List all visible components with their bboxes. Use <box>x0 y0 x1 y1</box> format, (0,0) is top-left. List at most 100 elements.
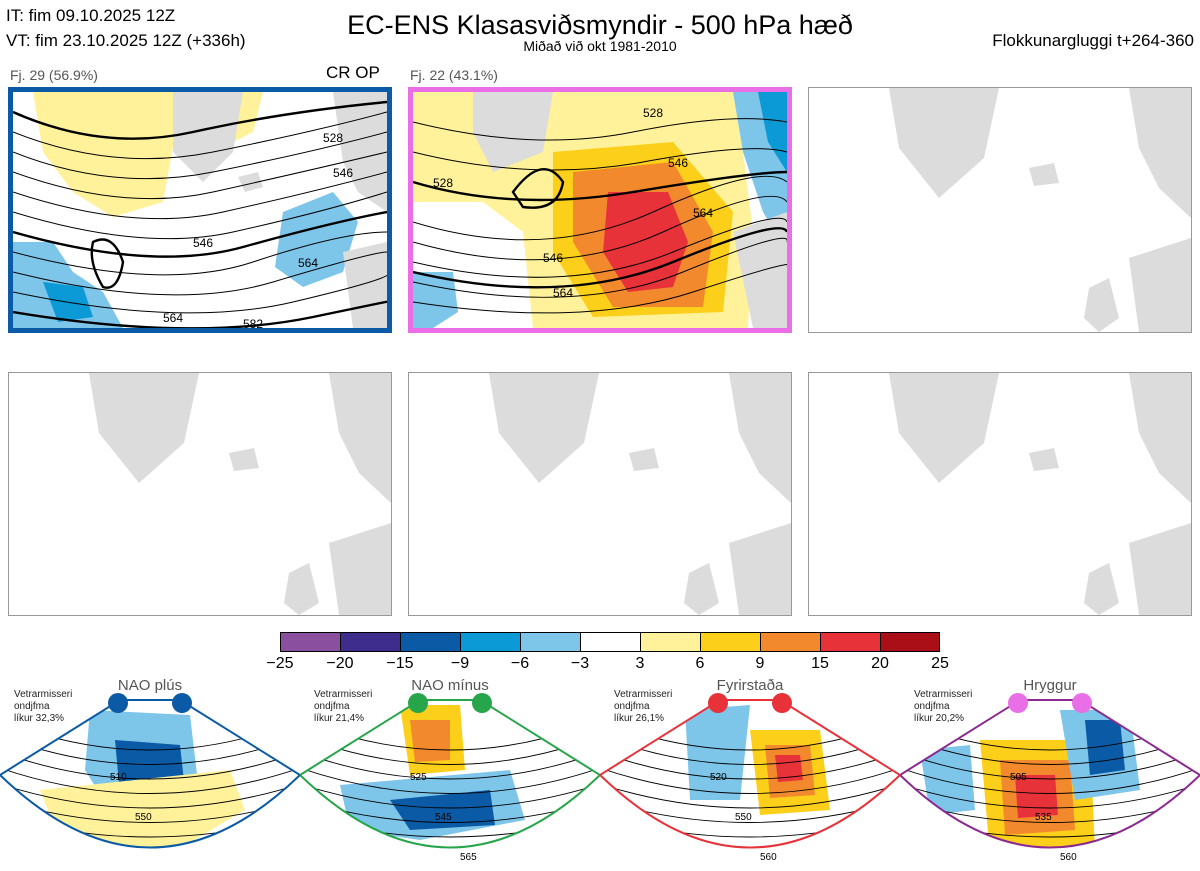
cluster-2-greenland <box>473 92 553 172</box>
colorbar-segment <box>400 632 460 652</box>
regime-dot-icon <box>1072 693 1092 713</box>
regime-contour <box>300 831 600 848</box>
regime-contour <box>0 751 300 780</box>
regime-contour-label: 505 <box>1010 772 1027 783</box>
initial-time: IT: fim 09.10.2025 12Z <box>6 6 176 25</box>
colorbar-segment <box>280 632 340 652</box>
page-subtitle: Miðað við okt 1981-2010 <box>523 38 677 54</box>
regime-frame <box>300 699 600 849</box>
cluster-1-contour-label: 564 <box>163 311 183 325</box>
regime-info: Vetrarmisseri ondjfma líkur 26,1% <box>614 689 672 725</box>
regime-contour <box>900 751 1200 780</box>
regime-dot-icon <box>772 693 792 713</box>
cluster-1-europe <box>343 242 387 328</box>
regime-contour <box>0 767 300 794</box>
colorbar-segment <box>520 632 580 652</box>
cluster-2-label: Fj. 22 (43.1%) <box>410 67 498 83</box>
empty-map-5 <box>408 372 792 616</box>
regime-map: 505 535 560 <box>900 699 1200 863</box>
colorbar-segment <box>760 632 820 652</box>
regime-contour <box>600 767 900 794</box>
regime-anomaly <box>685 705 750 800</box>
regime-contour-label: 525 <box>410 772 427 783</box>
colorbar-segment <box>340 632 400 652</box>
regime-info-line: Vetrarmisseri <box>914 689 973 700</box>
colorbar-tick-label: −15 <box>386 655 414 672</box>
regime-map: 525 545 565 <box>300 699 600 863</box>
regime-title: NAO mínus <box>411 677 489 694</box>
valid-time: VT: fim 23.10.2025 12Z (+336h) <box>6 31 246 50</box>
cluster-2-contour-label: 528 <box>643 106 663 120</box>
regime-info-line: líkur 21,4% <box>314 713 365 724</box>
cluster-2-map[interactable]: 528 528 546 546 564 564 <box>408 87 792 333</box>
colorbar-tick-label: 3 <box>635 655 645 672</box>
regime-info-line: ondjfma <box>314 701 350 712</box>
cluster-2-neg-anom-3 <box>413 272 458 328</box>
cluster-1-contour-label: 582 <box>243 317 263 328</box>
cluster-2-pos-anom-4 <box>603 192 688 292</box>
regime-anomaly <box>410 720 450 762</box>
regime-frame <box>900 699 1200 849</box>
cluster-1-tag: CR OP <box>326 63 380 82</box>
colorbar-segment <box>640 632 700 652</box>
cluster-2-contour-label: 564 <box>553 286 573 300</box>
regime-info: Vetrarmisseri ondjfma líkur 20,2% <box>914 689 972 725</box>
cluster-1-map[interactable]: 546 564 564 528 546 582 <box>8 87 392 333</box>
cluster-1-contour-label: 564 <box>298 256 318 270</box>
colorbar-tick-label: 9 <box>755 655 765 672</box>
regime-title: Fyrirstaða <box>716 677 784 694</box>
regime-contour-label: 535 <box>1035 812 1052 823</box>
colorbar-tick-label: 15 <box>811 655 829 672</box>
regime-info: Vetrarmisseri ondjfma líkur 21,4% <box>314 689 372 725</box>
colorbar-tick-label: −20 <box>326 655 354 672</box>
cluster-2-contour-label: 546 <box>543 251 563 265</box>
cluster-2-map-svg: 528 528 546 546 564 564 <box>413 92 787 328</box>
page-title: EC-ENS Klasasviðsmyndir - 500 hPa hæð <box>347 10 853 40</box>
regime-title: Hryggur <box>1023 677 1077 694</box>
regime-anomaly <box>1085 720 1125 775</box>
cluster-1-iceland <box>238 172 263 192</box>
cluster-2-contour-label: 546 <box>668 156 688 170</box>
regime-contour-label: 565 <box>460 852 477 863</box>
cluster-1-label: Fj. 29 (56.9%) <box>10 67 98 83</box>
regime-dot-icon <box>1008 693 1028 713</box>
colorbar-tick-label: −25 <box>266 655 294 672</box>
regime-dot-icon <box>708 693 728 713</box>
regime-contour-label: 550 <box>135 812 152 823</box>
regime-anomaly <box>390 790 495 830</box>
empty-map-6 <box>808 372 1192 616</box>
regime-frame <box>600 699 900 849</box>
regime-contour-label: 550 <box>735 812 752 823</box>
regime-contour <box>600 831 900 848</box>
classification-window: Flokkunargluggi t+264-360 <box>992 31 1194 50</box>
regime-dot-icon <box>172 693 192 713</box>
regime-contour-label: 510 <box>110 772 127 783</box>
regime-info-line: ondjfma <box>914 701 950 712</box>
colorbar-segment <box>880 632 940 652</box>
cluster-1-contour-label: 546 <box>333 166 353 180</box>
regime-info-line: ondjfma <box>614 701 650 712</box>
cluster-2-contour-label: 564 <box>693 206 713 220</box>
colorbar-tick-label: 20 <box>871 655 889 672</box>
cluster-1-contour-label: 528 <box>323 131 343 145</box>
regime-contour <box>600 783 900 809</box>
regime-dot-icon <box>472 693 492 713</box>
regime-info-line: ondjfma <box>14 701 50 712</box>
regime-contour-label: 560 <box>760 852 777 863</box>
colorbar-tick-label: 6 <box>695 655 705 672</box>
regime-contour <box>600 751 900 780</box>
regime-dot-icon <box>108 693 128 713</box>
cluster-1-map-svg: 546 564 564 528 546 582 <box>13 92 387 328</box>
colorbar-tick-label: −6 <box>510 655 530 672</box>
regime-contour <box>300 751 600 780</box>
cluster-1-pos-anom-1 <box>33 92 183 217</box>
regime-map: 520 550 560 <box>600 699 900 863</box>
regime-contour <box>300 767 600 794</box>
regime-info-line: líkur 20,2% <box>914 713 965 724</box>
regime-contour-label: 520 <box>710 772 727 783</box>
regime-info-line: líkur 26,1% <box>614 713 665 724</box>
colorbar-segment <box>460 632 520 652</box>
regime-info-line: líkur 32,3% <box>14 713 65 724</box>
cluster-2-neg-anom-2 <box>758 92 787 172</box>
cluster-2-europe <box>733 212 787 328</box>
